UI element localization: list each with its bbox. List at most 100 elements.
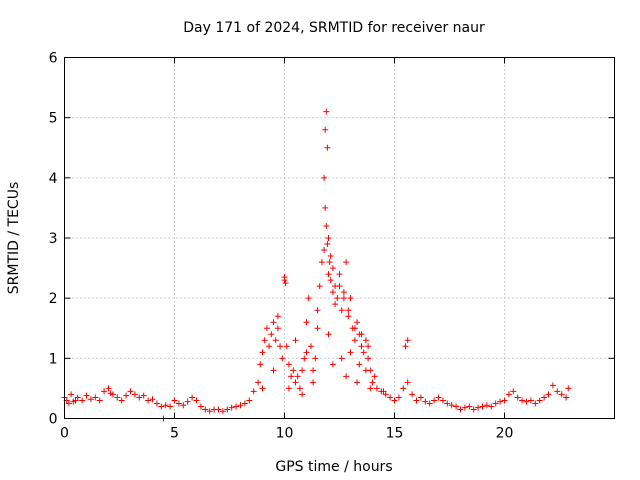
data-point [233, 403, 240, 410]
data-point [329, 361, 336, 368]
y-tick-label: 2 [49, 291, 58, 307]
data-point [184, 398, 191, 405]
data-point [549, 382, 556, 389]
data-point [444, 400, 451, 407]
data-point [87, 396, 94, 403]
data-point [365, 355, 372, 362]
data-point [322, 126, 329, 133]
data-point [435, 394, 442, 401]
x-tick-label: 20 [496, 426, 514, 442]
y-tick-label: 6 [49, 51, 58, 67]
data-point [413, 397, 420, 404]
data-point [136, 394, 143, 401]
data-point [171, 397, 178, 404]
data-point [206, 408, 213, 415]
data-point [279, 355, 286, 362]
data-point [373, 385, 380, 392]
data-point [290, 367, 297, 374]
data-point [358, 343, 365, 350]
data-point [250, 388, 257, 395]
data-point [215, 406, 222, 413]
data-point [283, 343, 290, 350]
data-point [362, 337, 369, 344]
y-tick-label: 5 [49, 111, 58, 127]
data-point [299, 367, 306, 374]
data-point [325, 235, 332, 241]
data-point [314, 325, 321, 332]
data-point [448, 402, 455, 409]
data-point [255, 379, 262, 386]
data-point [336, 271, 343, 278]
y-tick-label: 0 [49, 412, 58, 428]
data-point [324, 144, 331, 151]
data-point [345, 307, 352, 314]
data-point [422, 398, 429, 405]
data-point [237, 402, 244, 409]
data-point [371, 373, 378, 380]
data-point [340, 295, 347, 302]
data-points [61, 108, 572, 422]
data-point [347, 295, 354, 302]
data-point [329, 289, 336, 296]
data-point [228, 404, 235, 411]
data-point [358, 331, 365, 338]
data-point [323, 108, 330, 115]
data-point [321, 174, 328, 181]
data-point [439, 397, 446, 404]
data-point [114, 394, 121, 401]
data-point [466, 403, 473, 410]
x-tick-label: 5 [170, 426, 179, 442]
data-point [153, 400, 160, 407]
data-point [360, 349, 367, 356]
data-point [367, 385, 374, 392]
data-point [193, 397, 200, 404]
data-point [470, 406, 477, 413]
data-point [162, 402, 169, 409]
data-point [149, 396, 156, 403]
data-point [312, 355, 319, 362]
data-point [327, 277, 334, 284]
data-point [338, 355, 345, 362]
data-point [96, 397, 103, 404]
data-point [180, 402, 187, 409]
data-point [322, 204, 329, 211]
data-point [127, 388, 134, 395]
data-point [541, 394, 548, 401]
data-point [296, 385, 303, 392]
data-point [123, 392, 130, 399]
data-point [202, 406, 209, 413]
data-point [402, 343, 409, 350]
data-point [65, 400, 72, 407]
data-point [301, 355, 308, 362]
tick-layer: 0 5 10 15 20 0 1 2 3 4 5 6 [49, 51, 615, 442]
chart-title: Day 171 of 2024, SRMTID for receiver nau… [183, 20, 485, 36]
data-point [426, 400, 433, 407]
data-point [404, 379, 411, 386]
data-point [527, 397, 534, 404]
data-point [347, 349, 354, 356]
x-tick-label: 10 [276, 426, 294, 442]
data-point [261, 337, 268, 344]
y-tick-label: 1 [49, 351, 58, 367]
data-point [277, 343, 284, 350]
data-point [314, 307, 321, 314]
data-point [272, 337, 279, 344]
data-point [74, 394, 81, 401]
data-point [285, 361, 292, 368]
data-point [281, 274, 288, 281]
data-point [175, 400, 182, 407]
data-point [327, 253, 334, 260]
data-point [263, 325, 270, 332]
data-point [109, 391, 116, 398]
data-point [167, 403, 174, 410]
data-point [268, 331, 275, 338]
y-tick-label: 3 [49, 231, 58, 247]
data-point [325, 271, 332, 278]
data-point [510, 388, 517, 395]
data-point [274, 325, 281, 332]
data-point [303, 319, 310, 326]
data-point [68, 391, 75, 398]
data-point [382, 391, 389, 398]
data-point [404, 337, 411, 344]
data-point [365, 343, 372, 350]
